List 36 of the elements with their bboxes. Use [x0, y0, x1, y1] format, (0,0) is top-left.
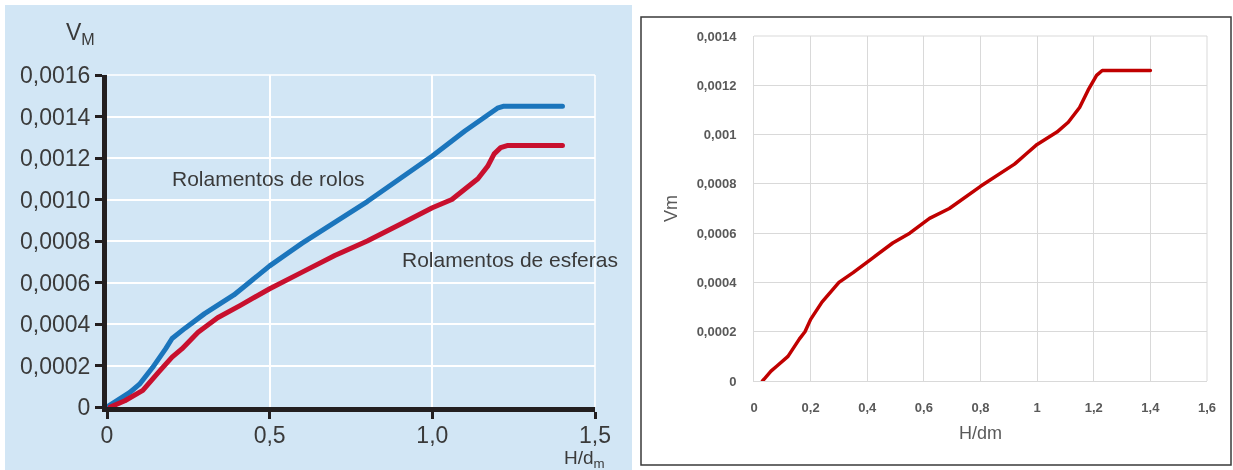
x-tick-label: 1,6 — [1197, 399, 1217, 415]
series-label: Rolamentos de esferas — [402, 248, 618, 271]
x-tick-label: 1,4 — [1141, 399, 1161, 415]
x-tick-label: 1 — [1033, 399, 1041, 415]
x-tick-label: 1,0 — [416, 421, 449, 448]
y-tick-label: 0,0002 — [696, 324, 737, 340]
x-tick-label: 1,2 — [1084, 399, 1103, 415]
y-tick-label: 0,0014 — [20, 103, 91, 130]
line-series — [760, 68, 1153, 381]
y-tick-label: 0,0004 — [696, 274, 738, 290]
y-tick-label: 0,0014 — [696, 28, 738, 44]
x-axis-title: H/dm — [958, 422, 1003, 443]
x-tick-label: 0 — [750, 399, 758, 415]
x-tick-label: 0,5 — [253, 421, 286, 448]
x-tick-label: 0 — [100, 421, 114, 448]
y-tick-label: 0,0006 — [20, 269, 91, 296]
series-label: Rolamentos de rolos — [172, 167, 365, 190]
y-tick-label: 0,0004 — [20, 311, 91, 338]
y-tick-label: 0,0002 — [20, 352, 91, 379]
x-tick-label: 0,2 — [801, 399, 820, 415]
y-axis-title: Vm — [660, 195, 681, 222]
y-tick-label: 0,0008 — [696, 176, 737, 192]
y-tick-label: 0,0012 — [696, 77, 737, 93]
y-tick-label: 0,0012 — [20, 145, 91, 172]
y-tick-label: 0,0008 — [20, 228, 91, 255]
x-tick-label: 1,5 — [579, 421, 611, 448]
y-tick-label: 0,0006 — [696, 225, 737, 241]
y-tick-label: 0,001 — [703, 127, 737, 143]
x-tick-label: 0,4 — [858, 399, 878, 415]
y-tick-label: 0,0010 — [20, 186, 91, 213]
y-tick-label: 0,0016 — [20, 62, 91, 89]
y-axis-title: V$_{M}$ — [66, 19, 95, 48]
y-tick-label: 0 — [729, 373, 737, 389]
x-tick-label: 0,6 — [914, 399, 933, 415]
x-axis-title: H/d$_{m}$ — [564, 447, 605, 470]
x-tick-label: 0,8 — [971, 399, 990, 415]
